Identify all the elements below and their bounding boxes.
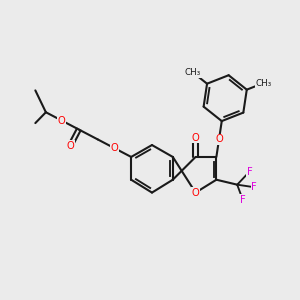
Text: CH₃: CH₃ <box>255 79 272 88</box>
Text: O: O <box>215 134 223 144</box>
Text: F: F <box>251 182 257 192</box>
Text: CH₃: CH₃ <box>185 68 201 77</box>
Text: O: O <box>66 141 74 151</box>
Text: O: O <box>192 133 200 142</box>
Text: O: O <box>58 116 65 125</box>
Text: F: F <box>240 195 246 205</box>
Text: O: O <box>192 188 200 198</box>
Text: O: O <box>111 143 119 153</box>
Text: F: F <box>247 167 252 177</box>
